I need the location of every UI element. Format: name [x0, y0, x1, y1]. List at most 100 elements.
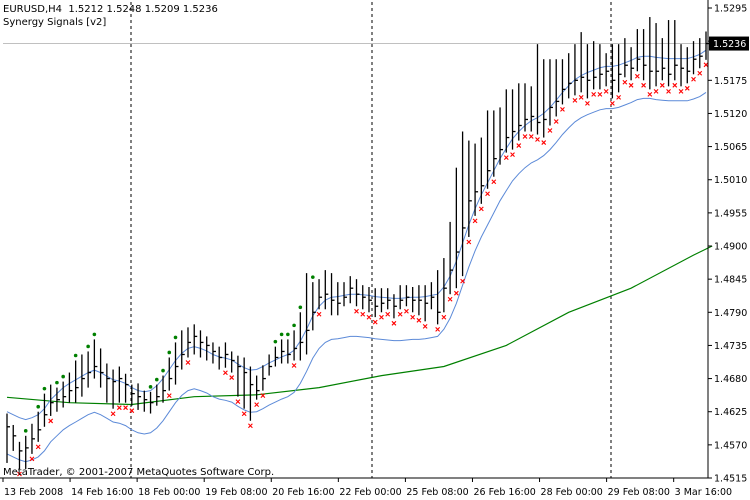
symbol-label: EURUSD,H4: [3, 4, 63, 15]
signal-cross-marker: [404, 308, 409, 314]
signal-cross-marker: [522, 134, 528, 139]
signal-cross-marker: [447, 296, 453, 302]
signal-cross-marker: [503, 155, 509, 161]
price-axis-label: 1.4680: [714, 374, 747, 385]
buy-signal-dot: [154, 377, 159, 382]
signal-cross-marker: [17, 471, 22, 477]
time-axis-label: 19 Feb 08:00: [205, 487, 267, 498]
signal-cross-marker: [29, 456, 35, 462]
ohlc-bar: [661, 38, 666, 81]
ohlc-bar: [443, 258, 447, 313]
current-price-box: [709, 36, 749, 51]
ohlc-bar: [305, 273, 310, 355]
buy-signal-dot: [279, 332, 284, 337]
ohlc-bar: [474, 143, 479, 216]
ohlc-bar: [430, 282, 435, 310]
signal-cross-marker: [485, 191, 490, 197]
ohlc-bar: [412, 286, 416, 313]
ohlc-bar: [574, 44, 578, 96]
price-axis-label: 1.5065: [714, 142, 747, 153]
buy-signal-dot: [73, 353, 78, 358]
signal-cross-marker: [235, 399, 241, 405]
price-axis-label: 1.4625: [714, 407, 747, 418]
signal-cross-marker: [422, 323, 428, 329]
ohlc-bar: [405, 285, 410, 307]
ohlc-bar: [586, 44, 591, 99]
ohlc-bar: [536, 44, 541, 135]
time-axis-label: 14 Feb 16:00: [71, 487, 133, 498]
signal-cross-marker: [379, 314, 384, 320]
time-axis-label: 3 Mar 16:00: [675, 487, 732, 498]
signal-cross-marker: [616, 94, 622, 100]
ohlc-bar: [480, 137, 485, 204]
signal-cross-marker: [372, 319, 378, 325]
buy-signal-dot: [286, 332, 290, 337]
signal-cross-marker: [129, 408, 135, 414]
ohlc-bar: [149, 391, 154, 414]
chart-header-line: EURUSD,H4 1.5212 1.5248 1.5209 1.5236: [3, 4, 218, 15]
signal-cross-marker: [441, 314, 447, 320]
ohlc-bar: [449, 221, 454, 295]
ohlc-bar: [293, 330, 298, 361]
ohlc-bar: [87, 351, 92, 388]
buy-signal-dot: [23, 429, 28, 433]
signal-cross-marker: [116, 405, 122, 411]
signal-cross-marker: [260, 393, 266, 399]
buy-signal-dot: [167, 350, 172, 355]
ohlc-bar: [50, 384, 54, 416]
signal-cross-marker: [553, 119, 559, 124]
price-axis-label: 1.5120: [714, 109, 747, 120]
ohlc-bar: [530, 86, 535, 132]
ohlc-bar: [568, 53, 572, 99]
buy-signal-dot: [173, 335, 178, 340]
signal-cross-marker: [366, 314, 372, 320]
signal-cross-marker: [453, 290, 459, 296]
signal-cross-marker: [35, 444, 41, 450]
ohlc-bar: [143, 390, 148, 412]
signal-cross-marker: [535, 137, 540, 142]
price-axis-label: 1.4735: [714, 341, 747, 352]
current-price-label: 1.5236: [713, 39, 746, 50]
ohlc-bar: [674, 20, 678, 81]
ohlc-bar: [617, 44, 622, 93]
ohlc-bar: [187, 327, 191, 358]
ohlc-bar: [667, 20, 672, 87]
ohlc-bar: [43, 393, 48, 427]
time-axis-label: 22 Feb 00:00: [339, 487, 401, 498]
time-axis-label: 25 Feb 08:00: [406, 487, 468, 498]
ohlc-bar: [299, 312, 304, 361]
price-axis-label: 1.4570: [714, 440, 747, 451]
ohlc-bar: [106, 363, 110, 403]
time-axis-label: 29 Feb 08:00: [608, 487, 670, 498]
ohlc-bar: [318, 279, 323, 310]
signal-cross-marker: [316, 311, 322, 317]
signal-cross-marker: [560, 107, 565, 112]
indicator-label: Synergy Signals [v2]: [3, 17, 107, 28]
signal-cross-marker: [666, 88, 671, 94]
ohlc-bar: [274, 346, 279, 367]
signal-cross-marker: [166, 393, 172, 399]
price-axis-label: 1.4900: [714, 242, 747, 253]
ohlc-bar: [330, 273, 335, 316]
ohlc-bar: [37, 411, 42, 442]
ohlc-bar: [630, 47, 635, 81]
ohlc-bar: [599, 44, 603, 90]
signal-cross-marker: [678, 88, 684, 94]
ohlc-bar: [249, 366, 254, 421]
buy-signal-dot: [61, 374, 65, 379]
ohlc-bar: [324, 270, 329, 310]
ohlc-bar: [25, 435, 29, 469]
ohlc-bar: [424, 285, 429, 322]
time-axis-label: 20 Feb 16:00: [272, 487, 334, 498]
time-axis-label: 13 Feb 2008: [4, 487, 63, 498]
ohlc-bar: [349, 276, 354, 304]
ohlc-bar: [218, 346, 223, 370]
ohlc-bar: [611, 44, 616, 99]
signal-cross-marker: [647, 91, 653, 97]
ohlc-bar: [237, 355, 241, 397]
ohlc-bar: [343, 282, 348, 307]
ohlc-bar: [56, 387, 60, 412]
copyright-text: MetaTrader, © 2001-2007 MetaQuotes Softw…: [3, 467, 275, 478]
ohlc-bar: [174, 342, 179, 385]
